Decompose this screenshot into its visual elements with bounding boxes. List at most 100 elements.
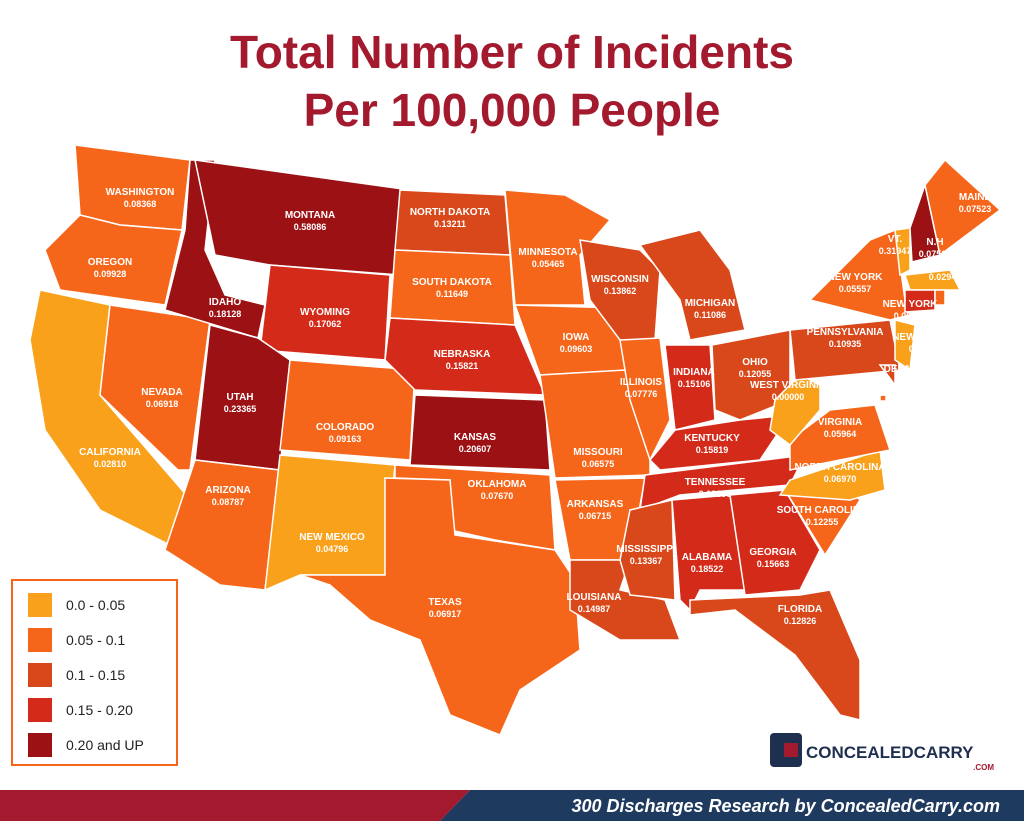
- state-name: WYOMING: [300, 307, 350, 318]
- state-value: 0.11086: [694, 310, 726, 320]
- state-shape: [729, 489, 821, 596]
- state-value: 0.05557: [839, 284, 872, 294]
- state-shape: [878, 364, 896, 388]
- state-name: SOUTH DAKOTA: [412, 277, 492, 288]
- state-name: COLORADO: [316, 422, 375, 433]
- state-value: 0.07523: [959, 204, 992, 214]
- state-shape: [903, 269, 962, 291]
- state-shape: [894, 319, 916, 372]
- state-name: NEW YORK: [883, 299, 939, 310]
- state-value: 0.10935: [829, 339, 862, 349]
- state-value: 0.09603: [560, 344, 593, 354]
- state-value: 0.04796: [316, 544, 349, 554]
- state-name: NEW JERSEY: [892, 332, 958, 343]
- state-shape: [44, 214, 183, 306]
- state-name: NORTH CAROLINA: [794, 462, 885, 473]
- state-value: 0.03349: [909, 344, 942, 354]
- logo-icon-accent: [784, 743, 798, 757]
- state-shape: [924, 158, 1002, 257]
- state-name: TEXAS: [428, 597, 462, 608]
- state-value: 0.19696: [699, 489, 732, 499]
- state-name: ARIZONA: [205, 485, 251, 496]
- state-name: MAINE: [959, 192, 992, 203]
- state-name: MINNESOTA: [518, 247, 577, 258]
- state-value: 0.18522: [691, 564, 724, 574]
- state-name: ALABAMA: [682, 552, 733, 563]
- state-name: PENNSYLVANIA: [807, 327, 884, 338]
- state-value: 0.15819: [696, 445, 729, 455]
- state-value: 0.14987: [578, 604, 611, 614]
- state-name: WEST VIRGINIA: [750, 380, 826, 391]
- title-line: Total Number of Incidents: [230, 26, 794, 78]
- state-name: LOUISIANA: [567, 592, 622, 603]
- state-name: NORTH DAKOTA: [410, 207, 490, 218]
- logo-suffix: .COM: [973, 763, 994, 772]
- state-name: MONTANA: [285, 210, 335, 221]
- state-shape: [664, 344, 716, 431]
- state-map: [29, 144, 1002, 736]
- state-name: MICHIGAN: [685, 298, 736, 309]
- state-value: 0.06575: [582, 459, 615, 469]
- state-value: 0.06970: [824, 474, 857, 484]
- logo-text: CONCEALEDCARRY: [806, 743, 974, 762]
- title-line: Per 100,000 People: [304, 84, 721, 136]
- state-name: IOWA: [563, 332, 590, 343]
- state-value: 0.13211: [434, 219, 466, 229]
- state-value: 0.06917: [429, 609, 462, 619]
- state-value: 0.12826: [784, 616, 817, 626]
- state-name: NEW MEXICO: [299, 532, 365, 543]
- state-value: 0.05465: [532, 259, 565, 269]
- state-name: ARKANSAS: [567, 499, 624, 510]
- state-value: 0.20607: [459, 444, 492, 454]
- state-name: DELAWARE: [884, 364, 941, 375]
- state-value: 0.13367: [630, 556, 663, 566]
- state-name: KENTUCKY: [684, 433, 740, 444]
- state-name: MISSISSIPPI: [616, 544, 676, 555]
- state-value: 0.06660: [902, 400, 935, 410]
- legend-swatch: [28, 593, 52, 617]
- state-name: KANSAS: [454, 432, 497, 443]
- state-name: VT.: [888, 234, 903, 245]
- state-value: 0.15821: [446, 361, 479, 371]
- state-value: 0.02944: [929, 272, 962, 282]
- state-name: WASHINGTON DC: [875, 388, 961, 399]
- state-value: 0.07515: [919, 249, 952, 259]
- legend-label: 0.0 - 0.05: [66, 597, 125, 613]
- state-shape: [689, 589, 861, 721]
- state-shape: [711, 329, 791, 421]
- state-value: 0.18128: [209, 309, 242, 319]
- state-value: 0.15663: [757, 559, 790, 569]
- state-value: 0.12255: [806, 517, 839, 527]
- legend-label: 0.05 - 0.1: [66, 632, 125, 648]
- state-name: CONN.: [944, 297, 976, 308]
- footer-text: 300 Discharges Research by ConcealedCarr…: [571, 796, 1000, 816]
- legend-label: 0.20 and UP: [66, 737, 144, 753]
- state-name: N.H: [926, 237, 943, 248]
- state-shape: [904, 289, 936, 313]
- state-shape: [384, 317, 547, 396]
- state-value: 0.05570: [894, 311, 927, 321]
- state-name: SOUTH CAROLINA: [777, 505, 868, 516]
- state-shape: [279, 359, 416, 461]
- legend: 0.0 - 0.05 0.05 - 0.1 0.1 - 0.15 0.15 - 0.2…: [28, 593, 144, 757]
- state-shape: [264, 454, 396, 592]
- legend-swatch: [28, 698, 52, 722]
- state-shape: [299, 477, 581, 736]
- state-value: 0.31947: [879, 246, 912, 256]
- state-value: 0.11649: [436, 289, 468, 299]
- state-value: 0.17062: [309, 319, 342, 329]
- state-name: UTAH: [226, 392, 253, 403]
- state-name: FLORIDA: [778, 604, 822, 615]
- state-name: TENNESSEE: [685, 477, 746, 488]
- legend-swatch: [28, 628, 52, 652]
- state-value: 0.05964: [824, 429, 857, 439]
- footer-band-left: [0, 790, 470, 821]
- state-value: 0.08787: [212, 497, 245, 507]
- state-value: 0.15106: [678, 379, 711, 389]
- state-value: 0.02810: [94, 459, 127, 469]
- state-value: 0.06715: [579, 511, 612, 521]
- legend-swatch: [28, 663, 52, 687]
- state-name: OHIO: [742, 357, 768, 368]
